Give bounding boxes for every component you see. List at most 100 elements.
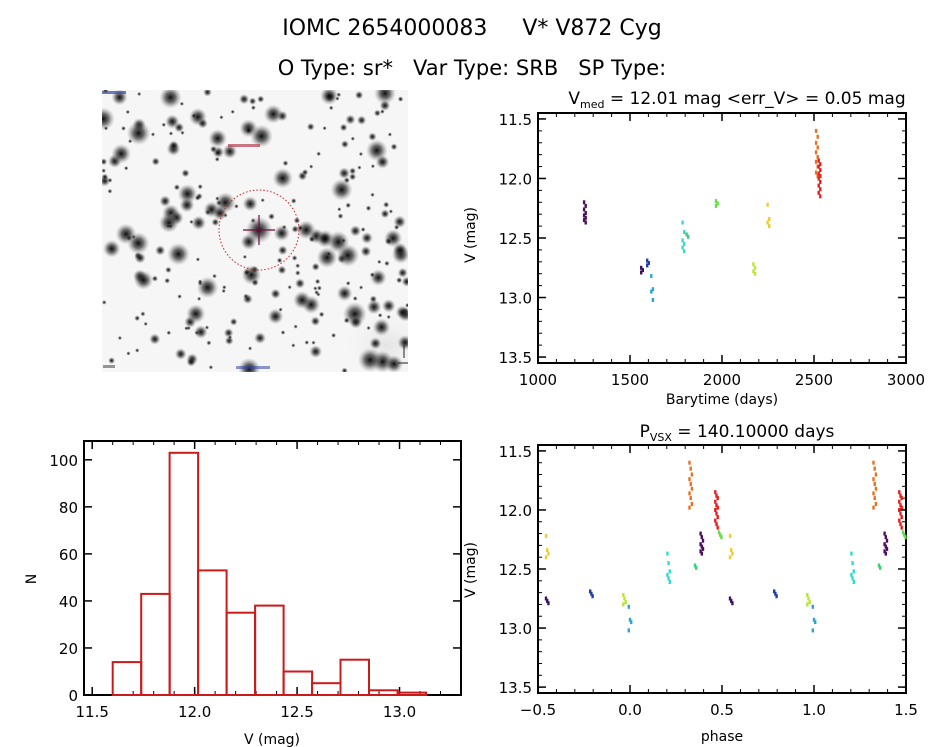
finder-star (386, 314, 391, 320)
finder-star (384, 260, 390, 267)
phased-point (715, 503, 718, 508)
finder-star (349, 315, 363, 329)
finder-star (167, 242, 190, 266)
finder-star (345, 202, 352, 209)
lightcurve-chart: Vmed = 12.01 mag <err_V> = 0.05 mag 1000… (463, 89, 925, 408)
x-tick-label: 13.0 (383, 703, 416, 721)
finder-star (311, 262, 320, 271)
phased-point (851, 561, 854, 566)
finder-star (243, 268, 251, 277)
phased-point (883, 531, 886, 536)
phased-point (627, 628, 630, 633)
finder-star (194, 325, 208, 339)
finder-star (191, 113, 197, 119)
finder-star (369, 337, 382, 350)
phased-point (814, 620, 817, 625)
target-circle (218, 189, 300, 271)
finder-star-bright (179, 197, 195, 213)
finder-star (244, 126, 253, 134)
finder-star (358, 285, 364, 290)
y-tick-label: 12.0 (499, 170, 532, 188)
lightcurve-xlabel: Barytime (days) (666, 392, 778, 408)
finder-star (397, 267, 408, 278)
y-tick-label: 20 (59, 640, 78, 658)
phased-point (589, 589, 592, 594)
phased-point (714, 518, 717, 523)
y-tick-label: 11.5 (499, 443, 532, 461)
x-tick-label: 12.0 (178, 703, 211, 721)
phased-point (627, 604, 630, 609)
lightcurve-point (651, 297, 655, 302)
finder-star (164, 277, 171, 284)
finder-star (290, 198, 297, 204)
finder-star (211, 218, 220, 227)
lightcurve-point (817, 158, 820, 163)
phased-point (716, 496, 719, 501)
phased-point (775, 594, 778, 599)
finder-star (379, 100, 391, 111)
finder-star (125, 109, 130, 115)
phased-point (811, 604, 814, 609)
lightcurve-point (584, 203, 587, 208)
finder-star (313, 286, 318, 291)
lightcurve-point (683, 242, 686, 246)
finder-star (370, 269, 387, 286)
finder-star (224, 336, 234, 346)
phased-point (885, 538, 889, 543)
phased-point (716, 505, 719, 510)
finder-star (165, 266, 172, 274)
finder-star (390, 143, 398, 151)
x-tick-label: −0.5 (520, 701, 556, 719)
finder-star (242, 254, 248, 260)
finder-star (348, 173, 357, 181)
phased-point (872, 460, 875, 465)
finder-star (328, 105, 334, 111)
phased-point (688, 505, 691, 510)
phased-point (546, 548, 549, 553)
finder-star (143, 321, 148, 327)
phased-point (883, 549, 886, 554)
phased-point (623, 596, 626, 601)
finder-star (174, 348, 187, 360)
phased-point (808, 600, 811, 605)
finder-star (177, 184, 198, 204)
x-tick-label: 2500 (795, 371, 833, 389)
phased-point (874, 502, 878, 506)
phased-point (899, 503, 902, 508)
phased-point (904, 535, 907, 540)
phased-point (903, 532, 906, 537)
phased-point (877, 563, 881, 568)
phased-point (701, 546, 705, 551)
finder-star (238, 94, 250, 105)
phased-point (874, 486, 878, 491)
phased-point (873, 496, 876, 501)
phased-point (898, 518, 901, 523)
lightcurve-point (650, 289, 653, 294)
phased-point (666, 551, 669, 556)
phased-point (900, 515, 903, 519)
finder-star (229, 317, 238, 326)
finder-star (397, 335, 408, 351)
lightcurve-point (817, 176, 820, 181)
phased-point (730, 598, 733, 603)
phased-point (690, 502, 694, 506)
finder-star (250, 124, 273, 148)
object-name: V* V872 Cyg (522, 16, 662, 41)
lightcurve-point (814, 140, 818, 145)
phased-point (852, 569, 855, 574)
finder-star (369, 272, 375, 278)
finder-star-bright (361, 232, 373, 244)
finder-star (358, 151, 364, 157)
phased-point (900, 525, 903, 530)
finder-star (189, 219, 194, 225)
finder-star (123, 165, 129, 171)
finder-star (316, 229, 335, 248)
y-tick-label: 13.5 (499, 349, 532, 367)
compass-icon (398, 345, 408, 364)
finder-star (291, 255, 298, 261)
phased-point (695, 565, 698, 570)
histogram-bar (225, 611, 257, 696)
phased-point (885, 546, 889, 551)
y-tick-label: 100 (49, 452, 78, 470)
finder-star (383, 201, 390, 208)
